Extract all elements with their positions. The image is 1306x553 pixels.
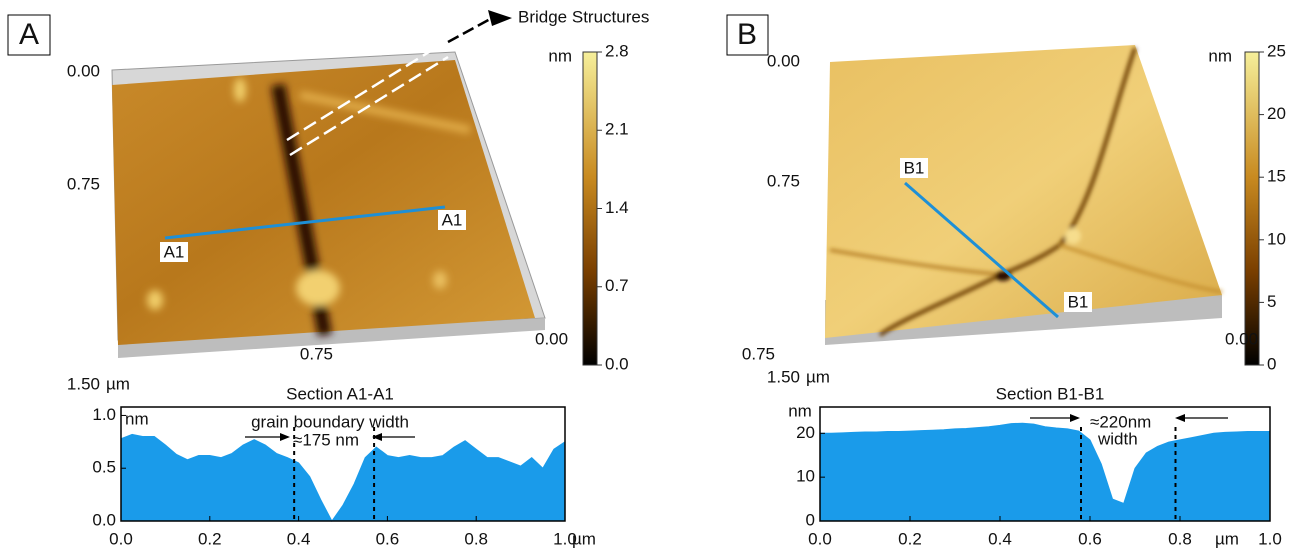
y-tick-label: 10	[796, 467, 815, 486]
y-tick-label: 1.0	[92, 405, 116, 424]
x-tick-label: 0.8	[464, 529, 488, 548]
x-tick-label: 0.4	[988, 529, 1012, 548]
annotation: width	[1097, 429, 1138, 448]
panel-label: B	[737, 18, 757, 51]
colorbar-unit: nm	[1208, 46, 1232, 65]
y-tick-label: 0	[806, 510, 815, 529]
axis-tick-label: 0.00	[1225, 329, 1258, 348]
axis-tick-label: 0.00	[767, 51, 800, 70]
colorbar-tick-label: 25	[1267, 41, 1286, 60]
colorbar-unit: nm	[548, 46, 572, 65]
axis-tick-label: 1.50	[767, 367, 800, 386]
line-label: A1	[164, 242, 185, 261]
x-tick-label: 0.2	[898, 529, 922, 548]
x-tick-label: 1.0	[1258, 529, 1282, 548]
x-tick-label: 0.8	[1168, 529, 1192, 548]
colorbar-tick-label: 20	[1267, 104, 1286, 123]
colorbar-tick-label: 0	[1267, 354, 1276, 373]
axis-tick-label: 0.00	[535, 329, 568, 348]
annotation-arrow	[448, 18, 492, 42]
colorbar-tick-label: 5	[1267, 292, 1276, 311]
axis-tick-label: 0.75	[67, 174, 100, 193]
chart-title: Section A1-A1	[286, 384, 394, 403]
x-tick-label: 0.0	[109, 529, 133, 548]
line-label: B1	[904, 158, 925, 177]
axis-tick-label: 0.75	[742, 344, 775, 363]
annotation: grain boundary width	[251, 412, 409, 431]
axis-tick-label: 1.50	[67, 374, 100, 393]
axis-tick-label: 0.75	[767, 171, 800, 190]
panel-label: A	[19, 18, 39, 51]
x-tick-label: 0.6	[1078, 529, 1102, 548]
afm-surface	[825, 45, 1222, 338]
x-tick-label: 0.2	[198, 529, 222, 548]
y-axis-label: nm	[125, 409, 149, 428]
line-label: B1	[1068, 292, 1089, 311]
y-axis-label: nm	[788, 401, 812, 420]
colorbar-tick-label: 15	[1267, 167, 1286, 186]
line-label: A1	[442, 210, 463, 229]
axis-tick-label: 0.00	[67, 61, 100, 80]
axis-unit: µm	[106, 374, 130, 393]
colorbar-tick-label: 1.4	[605, 198, 629, 217]
colorbar-tick-label: 0.7	[605, 276, 629, 295]
area	[820, 423, 1270, 521]
annotation: Bridge Structures	[518, 7, 649, 26]
y-tick-label: 0.5	[92, 458, 116, 477]
colorbar-tick-label: 2.1	[605, 120, 629, 139]
x-tick-label: 0.0	[808, 529, 832, 548]
colorbar-tick-label: 10	[1267, 229, 1286, 248]
x-axis-label: µm	[1215, 529, 1239, 548]
axis-tick-label: 0.75	[300, 344, 333, 363]
annotation: ≈175 nm	[293, 430, 359, 449]
x-tick-label: 0.6	[376, 529, 400, 548]
arrow-head	[488, 10, 512, 26]
axis-unit: µm	[806, 367, 830, 386]
chart-title: Section B1-B1	[996, 384, 1105, 403]
x-axis-label: µm	[572, 529, 596, 548]
x-tick-label: 0.4	[287, 529, 311, 548]
colorbar-tick-label: 2.8	[605, 41, 629, 60]
colorbar	[583, 52, 597, 365]
colorbar	[1245, 52, 1259, 365]
figure: A Bridge Structures A1 A1 B B1 B1	[0, 0, 1306, 553]
y-tick-label: 0.0	[92, 510, 116, 529]
colorbar-tick-label: 0.0	[605, 354, 629, 373]
y-tick-label: 20	[796, 423, 815, 442]
